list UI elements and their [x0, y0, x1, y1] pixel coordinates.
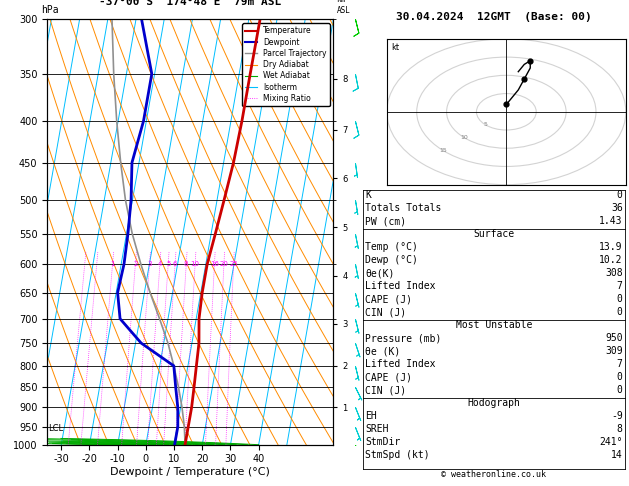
Text: 14: 14 [611, 451, 623, 460]
Text: 16: 16 [210, 261, 219, 267]
Text: 36: 36 [611, 203, 623, 213]
Text: 8: 8 [184, 261, 189, 267]
Text: 3: 3 [147, 261, 152, 267]
Text: EH: EH [365, 411, 377, 421]
Text: 1.43: 1.43 [599, 216, 623, 226]
Text: Temp (°C): Temp (°C) [365, 243, 418, 252]
Text: 7: 7 [617, 359, 623, 369]
Text: Lifted Index: Lifted Index [365, 281, 436, 292]
Text: 4: 4 [158, 261, 162, 267]
Point [501, 101, 511, 108]
Text: © weatheronline.co.uk: © weatheronline.co.uk [442, 469, 546, 479]
X-axis label: Dewpoint / Temperature (°C): Dewpoint / Temperature (°C) [110, 467, 270, 477]
Text: km
ASL: km ASL [337, 0, 350, 15]
Text: CIN (J): CIN (J) [365, 385, 406, 395]
Text: SREH: SREH [365, 424, 389, 434]
Legend: Temperature, Dewpoint, Parcel Trajectory, Dry Adiabat, Wet Adiabat, Isotherm, Mi: Temperature, Dewpoint, Parcel Trajectory… [242, 23, 330, 106]
Text: θe(K): θe(K) [365, 268, 395, 278]
Text: hPa: hPa [41, 4, 58, 15]
Text: 241°: 241° [599, 437, 623, 447]
Text: -9: -9 [611, 411, 623, 421]
Text: 30.04.2024  12GMT  (Base: 00): 30.04.2024 12GMT (Base: 00) [396, 12, 592, 22]
Text: K: K [365, 191, 371, 200]
Text: 10.2: 10.2 [599, 255, 623, 265]
Text: 309: 309 [605, 347, 623, 356]
Text: kt: kt [392, 43, 400, 52]
Text: 7: 7 [617, 281, 623, 292]
Text: LCL: LCL [48, 424, 63, 433]
Text: 0: 0 [617, 191, 623, 200]
Text: Totals Totals: Totals Totals [365, 203, 442, 213]
Text: Most Unstable: Most Unstable [455, 320, 532, 330]
Text: Lifted Index: Lifted Index [365, 359, 436, 369]
Text: Dewp (°C): Dewp (°C) [365, 255, 418, 265]
Text: 0: 0 [617, 295, 623, 304]
Text: StmDir: StmDir [365, 437, 401, 447]
Text: 2: 2 [133, 261, 138, 267]
Text: 1: 1 [110, 261, 115, 267]
Text: 308: 308 [605, 268, 623, 278]
Text: 10: 10 [460, 135, 469, 140]
Text: PW (cm): PW (cm) [365, 216, 406, 226]
Text: 0: 0 [617, 372, 623, 382]
Text: θe (K): θe (K) [365, 347, 401, 356]
Text: 5: 5 [484, 122, 487, 127]
Text: -37°00'S  174°48'E  79m ASL: -37°00'S 174°48'E 79m ASL [99, 0, 281, 7]
Text: 5: 5 [166, 261, 170, 267]
Text: Surface: Surface [473, 229, 515, 240]
Text: CIN (J): CIN (J) [365, 307, 406, 317]
Text: Pressure (mb): Pressure (mb) [365, 333, 442, 344]
Text: 8: 8 [617, 424, 623, 434]
Text: Hodograph: Hodograph [467, 399, 520, 408]
Text: 25: 25 [229, 261, 238, 267]
Text: CAPE (J): CAPE (J) [365, 372, 413, 382]
Text: 6: 6 [173, 261, 177, 267]
Text: 10: 10 [191, 261, 199, 267]
Text: 13.9: 13.9 [599, 243, 623, 252]
Text: CAPE (J): CAPE (J) [365, 295, 413, 304]
Text: 20: 20 [220, 261, 228, 267]
Text: 950: 950 [605, 333, 623, 344]
Point [520, 75, 530, 83]
Text: StmSpd (kt): StmSpd (kt) [365, 451, 430, 460]
Point [525, 57, 535, 65]
Text: 15: 15 [440, 148, 447, 153]
Text: 0: 0 [617, 307, 623, 317]
Text: 0: 0 [617, 385, 623, 395]
